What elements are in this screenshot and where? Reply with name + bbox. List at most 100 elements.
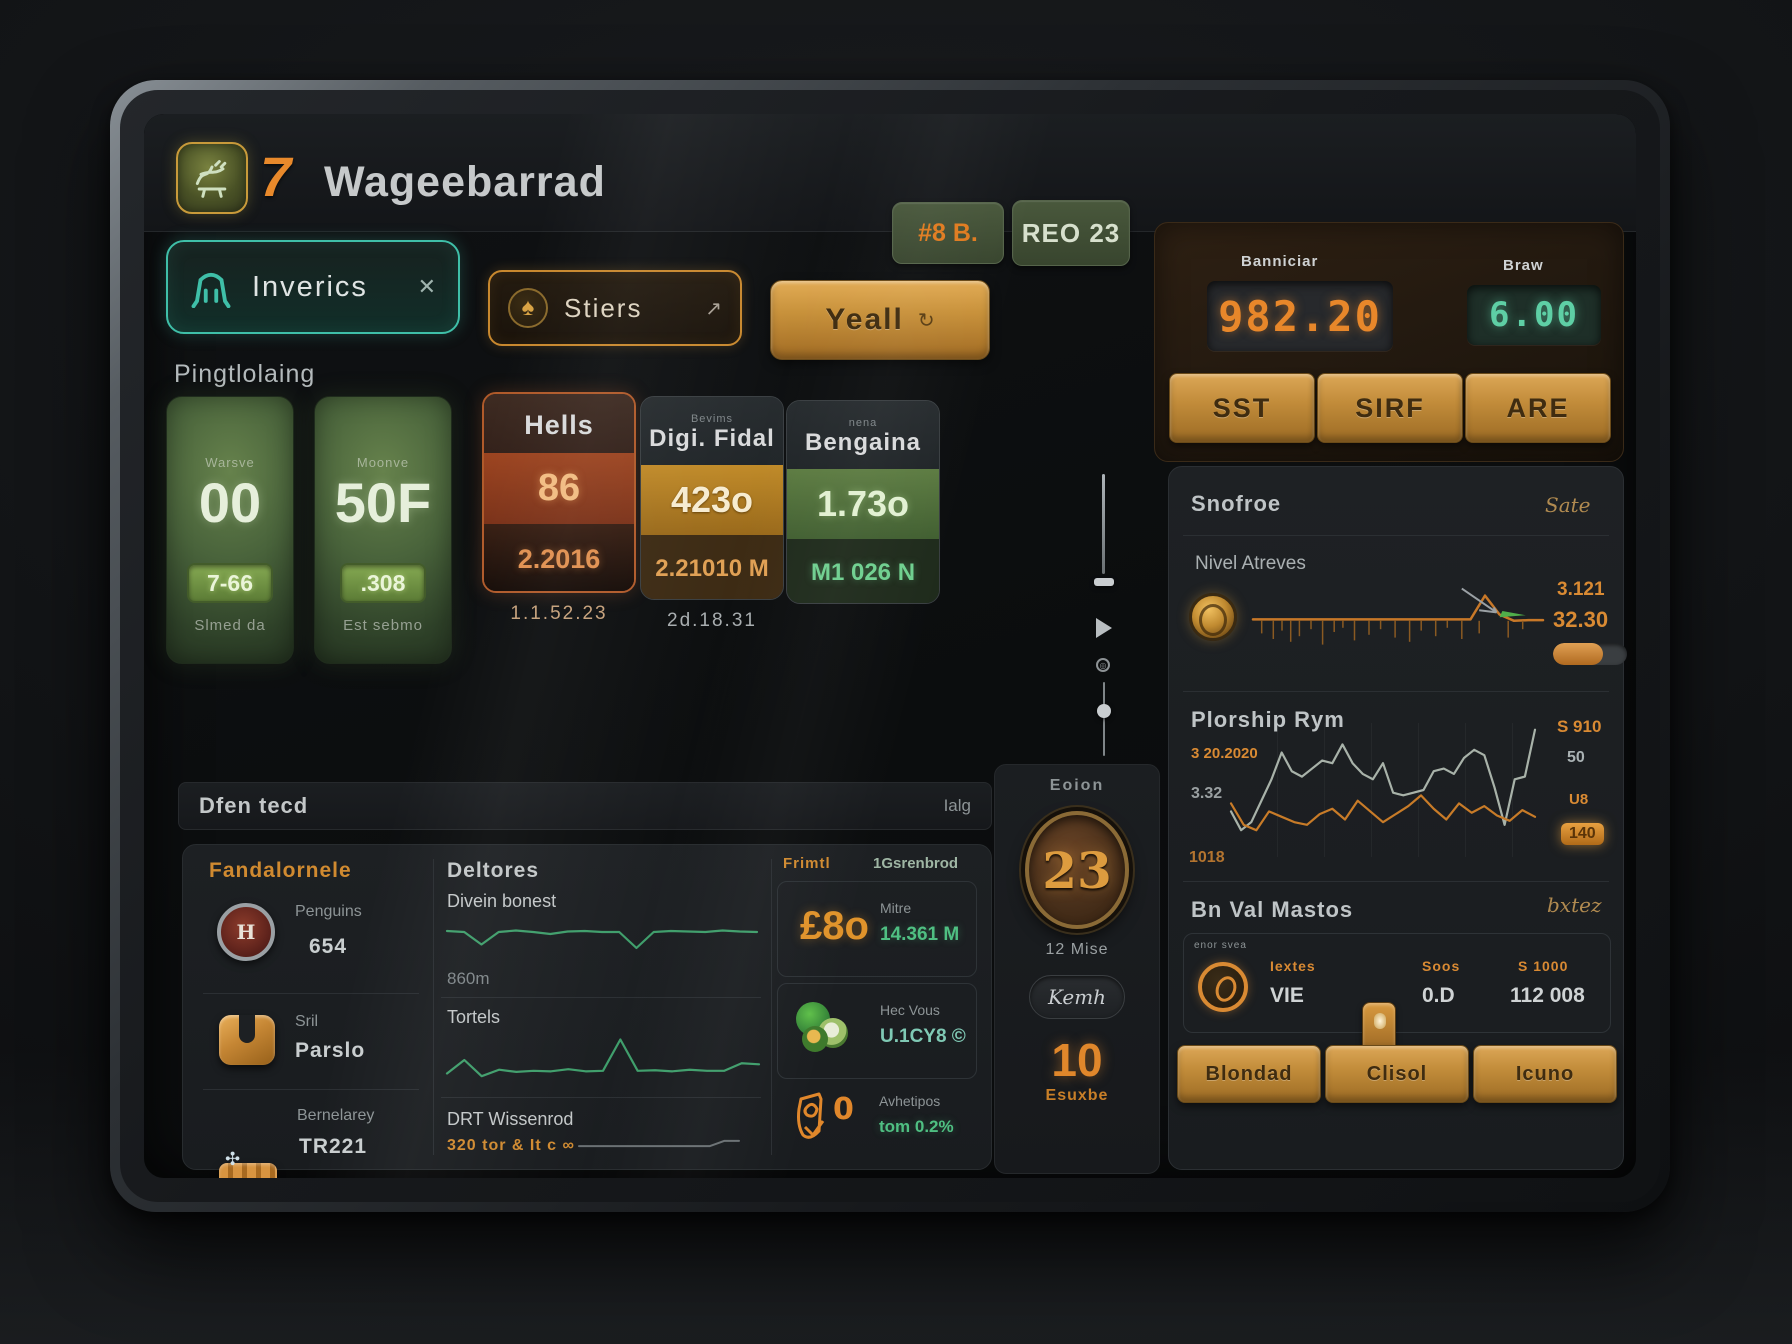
metric-card-digi-fidal[interactable]: Bevims Digi. Fidal 423o 2.21010 M 2d.18.… (640, 396, 784, 632)
card-value: 1.73o (787, 469, 939, 539)
dashboard-screen: 7 Wageebarrad #8 B. REO 23 Inverics ✕ ♠ … (144, 114, 1636, 1178)
plorship-right-top: S 910 (1557, 717, 1602, 736)
icuno-button[interactable]: Icuno (1473, 1045, 1617, 1103)
card-value: 86 (484, 453, 634, 524)
bnval-col1-label: Iextes (1270, 958, 1316, 974)
yeall-label: Yeall (825, 303, 904, 336)
slider-track[interactable] (1102, 474, 1105, 574)
snofroe-panel: Snofroe Sate Nivel Atreves 3.121 32.30 P… (1168, 466, 1627, 1170)
list-item-label: Bernelarey (297, 1107, 375, 1124)
readout-display-b: 6.00 (1467, 285, 1601, 345)
sst-button[interactable]: SST (1169, 373, 1315, 443)
are-button[interactable]: ARE (1465, 373, 1611, 443)
slider-handle[interactable] (1094, 578, 1114, 586)
target-ring-icon (1198, 962, 1248, 1012)
app-logo-icon[interactable] (176, 142, 248, 214)
readout-display-a: 982.20 (1207, 281, 1393, 351)
card-footer: 1.1.52.23 (510, 603, 608, 624)
cell-big-value: £8o (800, 904, 869, 948)
inverics-button[interactable]: Inverics ✕ (166, 240, 460, 334)
close-icon[interactable]: ✕ (417, 274, 436, 299)
bnval-col3-label: S 1000 (1518, 958, 1569, 974)
dfen-tecd-bar[interactable]: Dfen tecd Ialg (178, 782, 992, 830)
dfen-right-label: Ialg (943, 796, 971, 815)
sirf-button[interactable]: SIRF (1317, 373, 1463, 443)
refresh-icon: ↻ (917, 309, 935, 332)
card-sub-value: M1 026 N (787, 539, 939, 603)
tortels-label: Tortels (447, 1007, 501, 1027)
plorship-badge[interactable]: 140 (1561, 823, 1604, 845)
gear-icon[interactable]: ◎ (1096, 658, 1110, 672)
progress-fill (1553, 643, 1604, 665)
tablet-device: 7 Wageebarrad #8 B. REO 23 Inverics ✕ ♠ … (110, 80, 1670, 1212)
basket-icon: ✣ • ❤ (219, 1149, 277, 1178)
frimtl-cell-1[interactable]: £8o Mitre 14.361 M (777, 881, 977, 977)
details-card: Fandalornele H Penguins 654 Sril Parslo … (182, 844, 992, 1178)
header-badge-b[interactable]: REO 23 (1012, 200, 1130, 266)
divein-label: Divein bonest (447, 891, 557, 911)
readout-panel: Banniciar 982.20 Braw 6.00 SST SIRF ARE (1154, 222, 1624, 462)
plorship-orange-series (1231, 723, 1535, 857)
shield-zero-icon: 0 (795, 1091, 857, 1149)
nivel-progress-bar[interactable] (1553, 643, 1627, 665)
horseshoe-icon (219, 1015, 275, 1065)
cell-label: Hec Vous (880, 1002, 940, 1018)
sate-link[interactable]: Sate (1545, 493, 1591, 517)
plorship-left-top: 3 20.2020 (1191, 745, 1258, 762)
metric-card-warsve[interactable]: Warsve 00 7-66 Slmed da (166, 396, 294, 664)
clisol-button[interactable]: Clisol (1325, 1045, 1469, 1103)
helmet-badge-icon: H (217, 903, 275, 961)
plorship-gray-series (1231, 723, 1535, 857)
inverics-label: Inverics (252, 270, 368, 303)
list-item-label: Penguins (295, 903, 362, 920)
frimtl-heading: Frimtl (783, 855, 831, 872)
slider-track[interactable] (1103, 682, 1105, 756)
metric-label: Moonve (356, 455, 410, 470)
plorship-right-low: U8 (1569, 791, 1589, 808)
bnval-col1-value: VIE (1270, 984, 1304, 1007)
nivel-value-bottom: 32.30 (1553, 607, 1609, 632)
metric-card-bengaina[interactable]: nena Bengaina 1.73o M1 026 N (786, 400, 940, 604)
frimtl-cell-2[interactable]: Hec Vous U.1CY8 © (777, 983, 977, 1079)
readout-label-a: Banniciar (1241, 253, 1319, 270)
fandal-heading: Fandalornele (209, 859, 352, 882)
header-badge-a[interactable]: #8 B. (892, 202, 1004, 264)
gauge-medallion[interactable]: 23 (1025, 811, 1129, 929)
blondad-button[interactable]: Blondad (1177, 1045, 1321, 1103)
arrow-up-right-icon: ↗ (705, 297, 722, 320)
metric-value: 00 (198, 471, 262, 534)
bnval-col2-value: 0.D (1422, 984, 1455, 1007)
list-item-label: Sril (295, 1013, 319, 1030)
cell-label: Avhetipos (879, 1093, 941, 1109)
cell-sub: tom 0.2% (879, 1117, 954, 1136)
page-title: Wageebarrad (324, 158, 606, 206)
sparkle-icon: ✣ (225, 1149, 241, 1169)
nivel-atreves-label: Nivel Atreves (1195, 553, 1306, 574)
snofroe-title: Snofroe (1191, 491, 1282, 516)
metric-pill: .308 (340, 563, 426, 603)
plorship-left-mid: 3.32 (1191, 785, 1223, 802)
logo-seven-mark: 7 (260, 145, 292, 208)
bnval-link[interactable]: bxtez (1547, 893, 1602, 917)
cell-label: Mitre (880, 900, 912, 916)
metric-card-hells[interactable]: Hells 86 2.2016 1.1.52.23 (482, 392, 636, 625)
gauge-heading: Eoion (1049, 777, 1105, 794)
yeall-button[interactable]: Yeall ↻ (770, 280, 990, 360)
bnval-col3-value: 112 008 (1510, 984, 1585, 1007)
drt-label: DRT Wissenrod (447, 1109, 574, 1129)
vertical-slider-control: ◎ (1088, 466, 1118, 766)
bnval-card: enor svea Iextes VIE Soos 0.D S 1000 112… (1183, 933, 1611, 1066)
list-item-value: TR221 (299, 1135, 368, 1158)
gsrenbrod-heading: 1Gsrenbrod (873, 855, 959, 872)
kemh-button[interactable]: Kemh (1029, 975, 1125, 1019)
nivel-value-top: 3.121 (1557, 579, 1605, 600)
card-value: 423o (641, 465, 783, 535)
drt-value: 320 tor & It c ∞ (447, 1137, 575, 1154)
bnval-tiny-label: enor svea (1194, 940, 1247, 951)
vegetable-icon (794, 1000, 850, 1056)
metric-pill: 7-66 (187, 563, 273, 603)
stiers-button[interactable]: ♠ Stiers ↗ (488, 270, 742, 346)
metric-card-moonve[interactable]: Moonve 50F .308 Est sebmo (314, 396, 452, 664)
play-icon[interactable] (1096, 618, 1112, 638)
slider-handle[interactable] (1097, 704, 1111, 718)
